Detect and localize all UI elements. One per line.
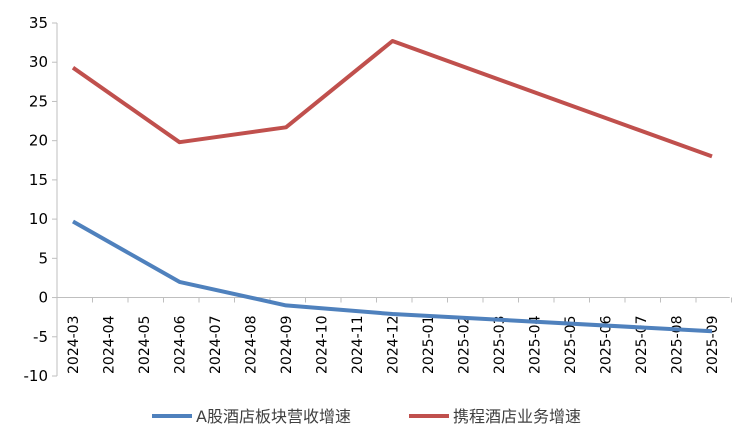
x-tick-label: 2025-03 (492, 316, 508, 375)
x-tick-label: 2025-01 (421, 316, 437, 375)
x-tick-label: 2024-04 (102, 315, 118, 374)
x-axis: 2024-03 2024-04 2024-05 2024-06 2024-07 2024-… (56, 297, 732, 375)
x-tick-label: 2025-07 (634, 316, 650, 375)
y-tick-label: -5 (33, 328, 48, 346)
x-tick-label: 2025-02 (457, 316, 473, 375)
y-tick-label: 15 (29, 171, 48, 189)
x-tick-label: 2024-11 (350, 316, 366, 375)
x-tick-label: 2025-05 (563, 316, 579, 375)
x-tick-label: 2024-07 (208, 316, 224, 375)
series-group (71, 39, 713, 334)
x-tick-label: 2025-08 (670, 316, 686, 375)
y-tick-label: -10 (24, 367, 49, 385)
y-tick-label: 30 (29, 53, 48, 71)
y-tick-label: 20 (29, 132, 48, 150)
y-tick-label: 5 (38, 249, 48, 267)
y-tick-label: 10 (29, 210, 48, 228)
legend-label-0: A股酒店板块营收增速 (196, 407, 351, 426)
x-tick-label: 2025-09 (705, 316, 721, 375)
x-tick-label: 2024-12 (386, 316, 402, 375)
x-tick-label: 2025-06 (599, 315, 615, 374)
y-tick-label: 0 (38, 289, 48, 307)
x-tick-label: 2024-09 (279, 316, 295, 375)
x-tick-label: 2024-03 (66, 316, 82, 375)
series-line-1 (71, 39, 713, 159)
legend-label-1: 携程酒店业务增速 (453, 407, 581, 426)
series-line-0 (72, 219, 713, 334)
x-tick-label: 2024-06 (173, 315, 189, 374)
y-tick-label: 25 (29, 92, 48, 110)
legend: A股酒店板块营收增速 携程酒店业务增速 (152, 407, 581, 426)
y-axis: 35 30 25 20 15 10 5 0 -5 -10 (24, 14, 58, 385)
x-tick-label: 2024-10 (315, 316, 331, 375)
x-tick-label: 2024-05 (137, 316, 153, 375)
x-tick-label: 2025-04 (528, 315, 544, 374)
x-tick-label: 2024-08 (244, 316, 260, 375)
y-tick-label: 35 (29, 14, 48, 32)
